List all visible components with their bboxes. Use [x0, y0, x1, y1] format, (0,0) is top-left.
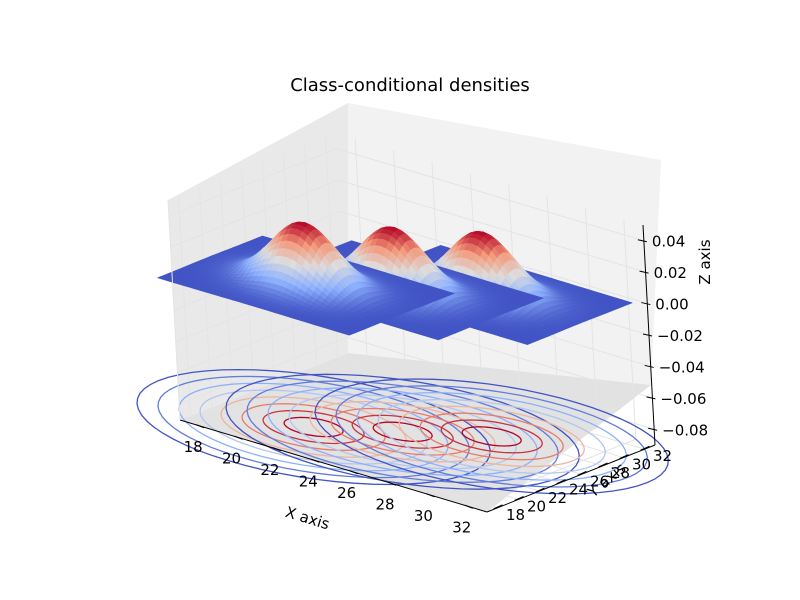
contour-ring [440, 419, 543, 454]
grid-line-back-z [346, 336, 655, 430]
x-tick-label: 32 [452, 518, 471, 536]
contour-ring [372, 421, 433, 442]
x-tick-label: 20 [222, 449, 241, 467]
x-tick-label: 24 [299, 472, 318, 490]
x-tick-mark [349, 470, 358, 475]
frame-edge-left [167, 199, 181, 421]
contour-ring [225, 373, 580, 490]
x-tick-mark [311, 458, 320, 463]
grid-line-floor-x [314, 392, 483, 461]
x-axis-label: X axis [283, 503, 332, 533]
x-tick-mark [464, 504, 473, 509]
z-axis-label: Z axis [696, 239, 714, 284]
surface-cell [521, 341, 532, 345]
contour-ring [288, 394, 517, 470]
x-tick-mark [272, 447, 282, 452]
contour-ring [220, 396, 407, 458]
z-tick-mark [639, 270, 649, 274]
x-tick-mark [196, 424, 205, 429]
x-tick-mark [234, 435, 243, 440]
z-tick-label: 0.00 [655, 296, 688, 314]
contour-ring [283, 416, 344, 438]
z-tick-label: −0.02 [657, 327, 703, 345]
y-tick-label: 22 [548, 489, 567, 507]
y-axis-line [486, 444, 656, 513]
density-surfaces [156, 221, 634, 345]
grid-line-left-z [170, 179, 339, 248]
z-tick-label: −0.08 [662, 421, 708, 439]
y-tick-mark [598, 462, 608, 468]
contour-ring [262, 409, 365, 445]
contour-ring [377, 398, 606, 474]
z-tick-label: 0.04 [652, 233, 685, 251]
z-tick-mark [637, 239, 647, 243]
y-tick-label: 28 [611, 464, 630, 482]
y-tick-mark [556, 479, 566, 485]
contour-ring [351, 414, 454, 449]
z-tick-mark [648, 427, 658, 431]
y-tick-mark [493, 504, 503, 510]
grid-line-floor-x [390, 415, 560, 484]
x-tick-mark [426, 493, 435, 498]
y-tick-mark [514, 495, 524, 501]
grid-line-back-z [336, 148, 645, 242]
y-tick-mark [577, 470, 587, 476]
contour-ring [314, 378, 669, 495]
contour-projection [136, 368, 669, 495]
surface-cell [432, 336, 443, 341]
y-tick-label: 32 [653, 447, 672, 465]
z-tick-mark [642, 333, 653, 337]
y-tick-label: 24 [569, 481, 588, 499]
grid-line-floor-y [295, 373, 603, 467]
x-tick-label: 30 [414, 507, 433, 525]
grid-line-left-z [168, 148, 338, 217]
x-tick-label: 22 [260, 461, 279, 479]
x-tick-label: 18 [184, 438, 203, 456]
contour-ring [335, 385, 648, 488]
grid-line-floor-x [429, 427, 598, 496]
grid-line-floor-y [316, 365, 624, 459]
contour-ring [419, 412, 564, 461]
z-tick-mark [646, 396, 656, 400]
z-tick-mark [641, 302, 651, 306]
z-tick-label: 0.02 [654, 264, 687, 282]
y-tick-mark [535, 487, 545, 493]
contour-ring [136, 368, 491, 486]
x-axis-line [179, 419, 488, 513]
y-tick-label: 20 [527, 497, 546, 515]
y-tick-label: 30 [632, 456, 651, 474]
grid-line-back-z [338, 179, 646, 273]
x-tick-mark [387, 481, 397, 486]
contour-ring [461, 426, 522, 447]
z-tick-label: −0.04 [659, 358, 705, 376]
y-tick-label: 18 [506, 506, 525, 524]
contour-ring [398, 405, 585, 468]
x-tick-label: 26 [337, 484, 356, 502]
y-tick-mark [619, 454, 629, 460]
y-tick-mark [640, 445, 650, 451]
contour-ring [309, 400, 496, 463]
density-surface [156, 221, 456, 336]
x-tick-label: 28 [376, 495, 395, 513]
y-tick-label: 26 [590, 472, 609, 490]
surface-cell [343, 332, 353, 336]
z-tick-label: −0.06 [660, 390, 706, 408]
z-tick-mark [644, 364, 654, 368]
contour-ring [356, 391, 627, 481]
grid-line-floor-y [253, 390, 561, 484]
chart-title: Class-conditional densities [290, 75, 530, 96]
